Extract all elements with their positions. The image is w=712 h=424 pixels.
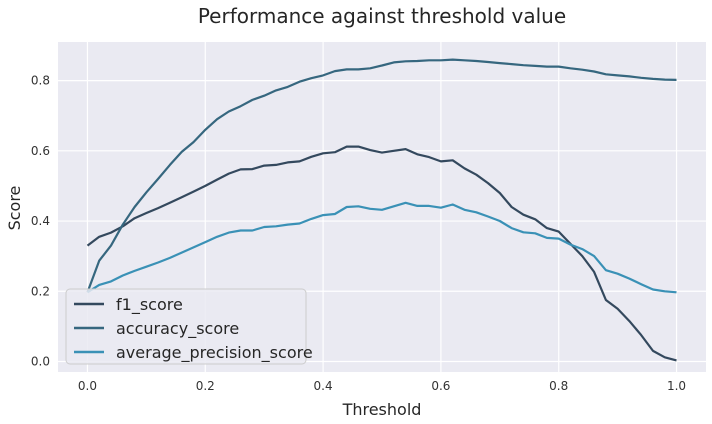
legend-label: accuracy_score (116, 319, 239, 339)
series-lines (86, 58, 677, 362)
x-axis-ticks: 0.0 0.2 0.4 0.6 0.8 1.0 (78, 379, 686, 393)
legend-label: f1_score (116, 295, 183, 315)
y-axis-ticks: 0.0 0.2 0.4 0.6 0.8 (31, 74, 50, 369)
y-axis-label: Score (5, 186, 24, 231)
y-tick-label: 0.4 (31, 214, 50, 228)
y-tick-label: 0.8 (31, 74, 50, 88)
series-line-accuracy-score (86, 58, 677, 293)
series-line-average-precision-score (86, 201, 677, 294)
x-tick-label: 0.4 (314, 379, 333, 393)
x-tick-label: 0.6 (431, 379, 450, 393)
y-tick-label: 0.6 (31, 144, 50, 158)
x-tick-label: 0.2 (196, 379, 215, 393)
x-tick-label: 1.0 (667, 379, 686, 393)
chart-title: Performance against threshold value (198, 4, 566, 28)
y-tick-label: 0.2 (31, 284, 50, 298)
x-axis-label: Threshold (342, 400, 422, 419)
x-tick-label: 0.8 (549, 379, 568, 393)
legend-box (65, 288, 307, 365)
y-tick-label: 0.0 (31, 354, 50, 368)
x-tick-label: 0.0 (78, 379, 97, 393)
series-line-f1-score (86, 145, 677, 362)
legend-label: average_precision_score (116, 343, 313, 363)
legend: f1_score accuracy_score average_precision_… (65, 288, 313, 365)
